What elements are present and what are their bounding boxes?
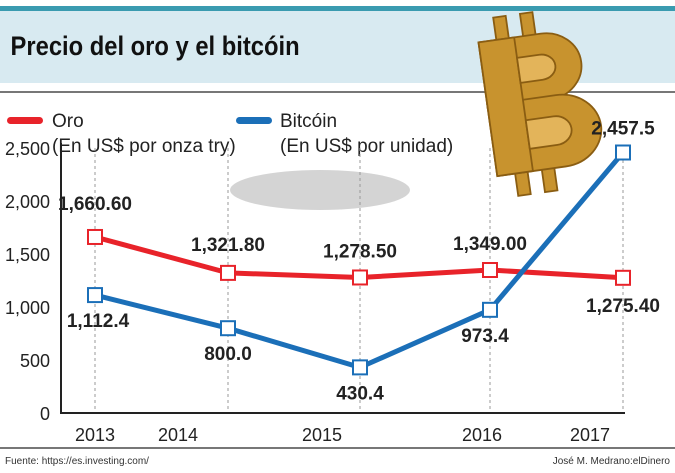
data-point-oro-2014 xyxy=(220,264,236,281)
legend-label-bitcoin: Bitcóin xyxy=(280,111,337,132)
data-label-oro-2017: 1,275.40 xyxy=(586,296,660,317)
data-point-bitcoin-2016 xyxy=(482,301,498,318)
footer-rule xyxy=(0,447,675,449)
data-point-oro-2015 xyxy=(352,269,368,286)
y-tick-label: 2,000 xyxy=(5,192,50,212)
bitcoin-glyph-shape xyxy=(477,11,603,197)
legend-swatch-oro xyxy=(7,117,43,124)
data-point-bitcoin-2014 xyxy=(220,320,236,337)
y-tick-label: 2,500 xyxy=(5,139,50,159)
data-label-oro-2014: 1,321.80 xyxy=(191,235,265,256)
data-label-bitcoin-2013: 1,112.4 xyxy=(67,311,130,332)
data-label-bitcoin-2015: 430.4 xyxy=(336,383,384,404)
data-label-bitcoin-2014: 800.0 xyxy=(204,344,252,365)
data-point-oro-2017 xyxy=(615,269,631,286)
x-tick-label-2016: 2016 xyxy=(462,425,502,445)
x-tick-label-2014: 2014 xyxy=(158,425,198,445)
header-top-rule xyxy=(0,6,675,11)
bitcoin-logo-icon xyxy=(230,11,603,210)
x-tick-label-2013: 2013 xyxy=(75,425,115,445)
series-layer: 1,660.60 1,321.80 1,278.50 1,349.00 1,275.40… xyxy=(58,119,660,405)
data-label-oro-2015: 1,278.50 xyxy=(323,241,397,262)
y-tick-label: 1,500 xyxy=(5,245,50,265)
chart-title: Precio del oro y el bitcóin xyxy=(11,32,300,62)
x-tick-label-2015: 2015 xyxy=(302,425,342,445)
footer-credit: José M. Medrano:elDinero xyxy=(553,456,671,467)
data-label-oro-2013: 1,660.60 xyxy=(58,194,132,215)
header-rule xyxy=(0,91,675,93)
bitcoin-shadow xyxy=(230,170,410,210)
data-point-bitcoin-2015 xyxy=(352,359,368,376)
footer-source: Fuente: https://es.investing.com/ xyxy=(5,456,149,467)
data-label-oro-2016: 1,349.00 xyxy=(453,234,527,255)
legend-swatch-bitcoin xyxy=(236,117,272,124)
legend-label-oro: Oro xyxy=(52,111,84,132)
data-point-oro-2013 xyxy=(87,228,103,245)
legend-unit-bitcoin: (En US$ por unidad) xyxy=(280,136,453,157)
legend-unit-oro: (En US$ por onza try) xyxy=(52,136,236,157)
y-tick-label: 1,000 xyxy=(5,298,50,318)
data-point-oro-2016 xyxy=(482,262,498,279)
y-tick-label: 500 xyxy=(20,351,50,371)
axes: 0 500 1,000 1,500 2,000 2,500 2013 2014 2015 2016… xyxy=(5,139,625,445)
data-label-bitcoin-2017: 2,457.5 xyxy=(591,119,655,140)
x-tick-label-2017: 2017 xyxy=(570,425,610,445)
data-point-bitcoin-2013 xyxy=(87,287,103,304)
data-label-bitcoin-2016: 973.4 xyxy=(461,326,509,347)
data-point-bitcoin-2017 xyxy=(615,144,631,161)
y-tick-label: 0 xyxy=(40,404,50,424)
